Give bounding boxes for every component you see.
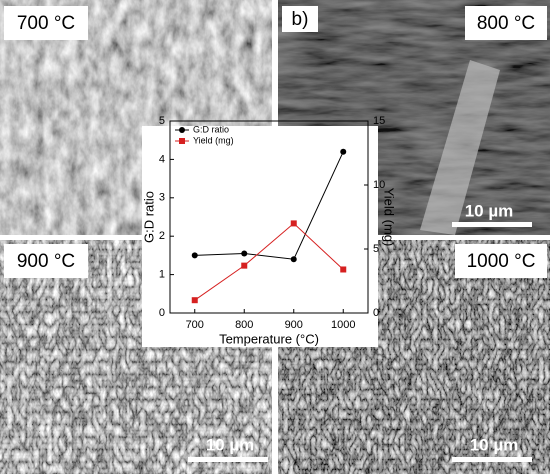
panel-label: 1000 °C <box>467 251 536 272</box>
scale-bar-label: 10 µm <box>206 435 255 454</box>
y-axis-label: G:D ratio <box>141 191 156 243</box>
legend-marker <box>179 127 185 133</box>
marker <box>340 148 347 155</box>
y-tick-label: 2 <box>159 230 165 242</box>
scale-bar <box>188 457 268 462</box>
label-box <box>4 244 88 278</box>
chart: 700 800 900 1000 0 1 2 3 4 5 0 5 10 15 Temperature (°C… <box>141 115 396 347</box>
y-tick-label: 1 <box>159 269 165 281</box>
y2-tick-label: 5 <box>373 243 379 255</box>
scale-bar-label: 10 µm <box>465 201 514 220</box>
y2-tick-label: 15 <box>373 115 385 127</box>
x-axis-label: Temperature (°C) <box>219 331 319 346</box>
marker <box>241 262 248 269</box>
marker <box>191 252 198 259</box>
y-tick-label: 3 <box>159 192 165 204</box>
scale-bar-label: 10 µm <box>470 435 519 454</box>
series-line <box>194 222 344 301</box>
y2-tick-label: 0 <box>373 307 379 319</box>
marker <box>290 256 297 263</box>
panel-tag: b) <box>292 9 309 30</box>
label-box <box>455 244 547 278</box>
label-box <box>4 6 88 40</box>
x-tick-label: 1000 <box>331 319 355 331</box>
label-box <box>465 6 547 40</box>
chart-inset <box>142 126 378 347</box>
y-tick-label: 0 <box>159 307 165 319</box>
panel-label: 800 °C <box>477 13 535 34</box>
legend-label: Yield (mg) <box>193 135 234 145</box>
x-tick-label: 900 <box>285 319 303 331</box>
marker <box>290 220 297 227</box>
sem-feature <box>420 60 500 235</box>
plot-frame <box>169 120 369 314</box>
y2-tick-label: 10 <box>373 179 385 191</box>
series-line <box>194 151 344 260</box>
panel-label: 900 °C <box>17 251 75 272</box>
marker <box>340 266 347 273</box>
x-tick-label: 700 <box>186 319 204 331</box>
y-tick-label: 4 <box>159 153 165 165</box>
legend-marker <box>179 138 185 144</box>
y2-axis-label: Yield (mg) <box>382 188 397 247</box>
label-box <box>282 6 318 32</box>
marker <box>191 297 198 304</box>
legend-label: G:D ratio <box>193 124 229 134</box>
panel-label: 700 °C <box>17 13 75 34</box>
y-tick-label: 5 <box>159 115 165 127</box>
scale-bar <box>452 457 532 462</box>
marker <box>241 250 248 257</box>
scale-bar <box>452 222 532 227</box>
x-tick-label: 800 <box>235 319 253 331</box>
